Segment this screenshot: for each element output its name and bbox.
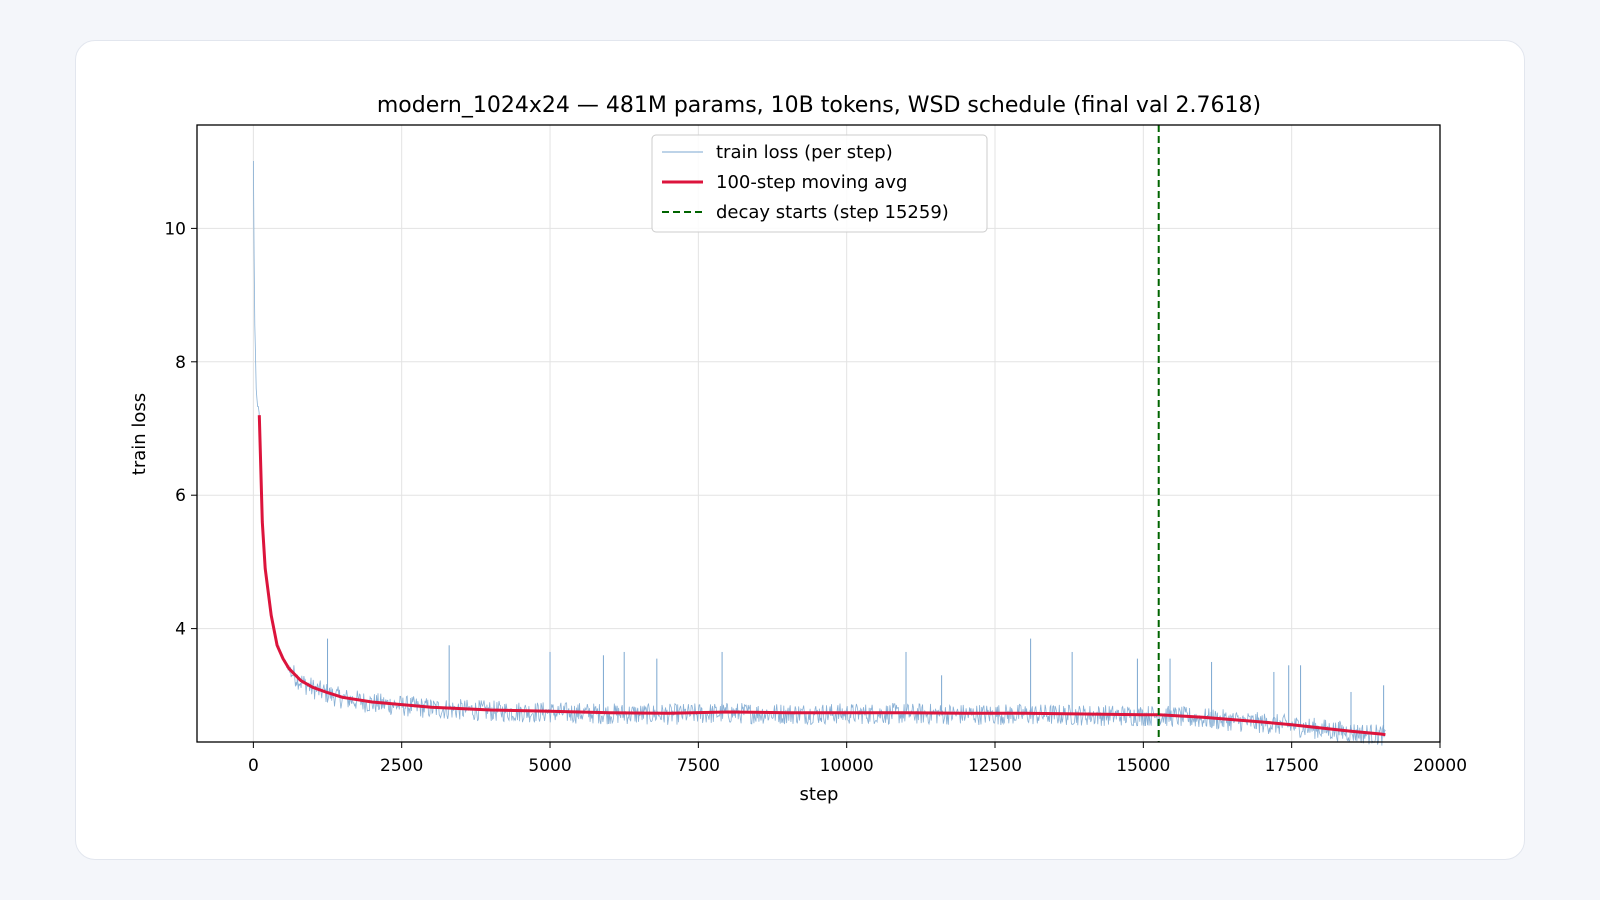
- y-axis-label: train loss: [129, 393, 150, 475]
- legend-label-train-loss: train loss (per step): [716, 142, 893, 163]
- y-tick-label: 4: [175, 620, 186, 640]
- x-tick-label: 12500: [968, 756, 1022, 776]
- plot-frame: [196, 124, 1441, 743]
- x-tick-label: 17500: [1265, 756, 1319, 776]
- x-tick-label: 7500: [677, 756, 720, 776]
- y-tick-label: 6: [175, 486, 186, 506]
- train-loss-series: [253, 160, 1386, 746]
- legend-box: [651, 134, 988, 233]
- y-tick-label: 8: [175, 353, 186, 373]
- x-tick-label: 15000: [1116, 756, 1170, 776]
- moving-avg-line: [257, 415, 1386, 737]
- x-tick-label: 0: [248, 756, 259, 776]
- moving-avg-series: [257, 415, 1386, 737]
- chart-title: modern_1024x24 — 481M params, 10B tokens…: [377, 93, 1261, 118]
- y-axis-ticks: 4 6 8 10: [164, 219, 197, 640]
- x-axis-label: step: [800, 784, 839, 805]
- y-tick-label: 10: [164, 219, 186, 239]
- train-loss-line: [253, 160, 1386, 746]
- legend: train loss (per step) 100-step moving av…: [651, 134, 988, 233]
- legend-label-moving-avg: 100-step moving avg: [716, 172, 907, 193]
- x-tick-label: 10000: [820, 756, 874, 776]
- x-tick-label: 20000: [1413, 756, 1467, 776]
- x-tick-label: 2500: [380, 756, 423, 776]
- legend-label-decay: decay starts (step 15259): [716, 202, 949, 223]
- x-tick-label: 5000: [528, 756, 571, 776]
- x-axis-ticks: 0 2500 5000 7500 10000 12500 15000 17500 20000: [248, 742, 1467, 776]
